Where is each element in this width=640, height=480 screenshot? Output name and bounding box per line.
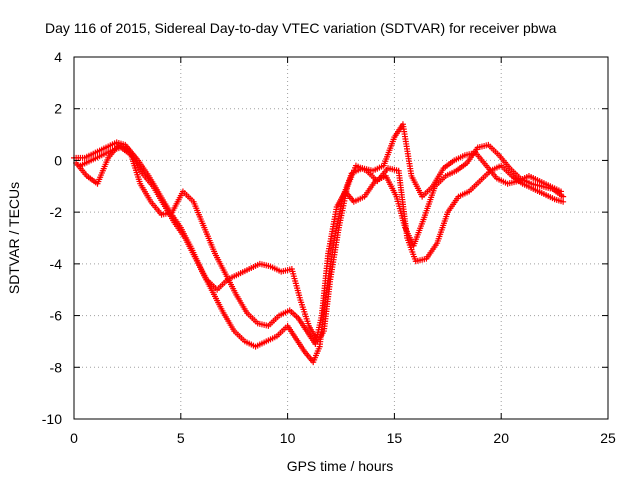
x-tick-label: 5: [177, 430, 185, 446]
x-axis-label: GPS time / hours: [287, 458, 394, 474]
axis-ticks: 0 5 10 15 20 25 -10 -8 -6 -4 -2 0 2 4: [42, 49, 616, 446]
y-tick-label: 4: [54, 49, 62, 65]
data-point: [560, 193, 567, 200]
data-series: [71, 121, 567, 366]
x-tick-label: 10: [280, 430, 296, 446]
data-point: [560, 198, 567, 205]
x-tick-label: 0: [70, 430, 78, 446]
x-tick-label: 15: [387, 430, 403, 446]
y-tick-label: -10: [42, 411, 62, 427]
y-tick-label: 2: [54, 101, 62, 117]
grid-lines: [74, 57, 608, 419]
y-tick-label: -4: [50, 256, 63, 272]
chart-title: Day 116 of 2015, Sidereal Day-to-day VTE…: [45, 20, 557, 36]
y-axis-label: SDTVAR / TECUs: [6, 182, 22, 294]
y-tick-label: -8: [50, 359, 63, 375]
series-track-c: [73, 141, 567, 348]
x-tick-label: 25: [600, 430, 616, 446]
x-tick-label: 20: [493, 430, 509, 446]
y-tick-label: -2: [50, 204, 63, 220]
y-tick-label: -6: [50, 308, 63, 324]
series-track-a: [71, 121, 565, 366]
plot-frame: [73, 56, 609, 420]
y-tick-label: 0: [54, 152, 62, 168]
